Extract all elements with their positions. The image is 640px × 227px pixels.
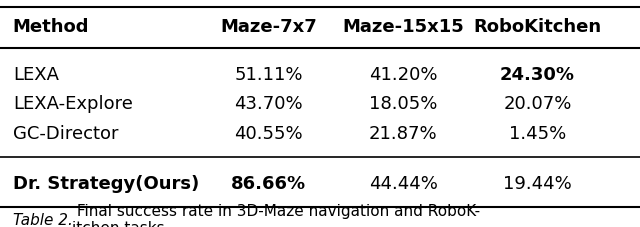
Text: Method: Method [13,18,90,36]
Text: 18.05%: 18.05% [369,95,437,114]
Text: 20.07%: 20.07% [504,95,572,114]
Text: Table 2.: Table 2. [13,213,73,227]
Text: Maze-15x15: Maze-15x15 [342,18,464,36]
Text: 1.45%: 1.45% [509,125,566,143]
Text: Dr. Strategy(Ours): Dr. Strategy(Ours) [13,175,199,193]
Text: 86.66%: 86.66% [231,175,307,193]
Text: RoboKitchen: RoboKitchen [474,18,602,36]
Text: 43.70%: 43.70% [234,95,303,114]
Text: Final success rate in 3D-Maze navigation and RoboK-
itchen tasks.: Final success rate in 3D-Maze navigation… [72,204,481,227]
Text: 40.55%: 40.55% [234,125,303,143]
Text: LEXA-Explore: LEXA-Explore [13,95,132,114]
Text: 19.44%: 19.44% [503,175,572,193]
Text: Maze-7x7: Maze-7x7 [220,18,317,36]
Text: 44.44%: 44.44% [369,175,438,193]
Text: 24.30%: 24.30% [500,66,575,84]
Text: 51.11%: 51.11% [234,66,303,84]
Text: 41.20%: 41.20% [369,66,438,84]
Text: LEXA: LEXA [13,66,59,84]
Text: 21.87%: 21.87% [369,125,438,143]
Text: GC-Director: GC-Director [13,125,118,143]
